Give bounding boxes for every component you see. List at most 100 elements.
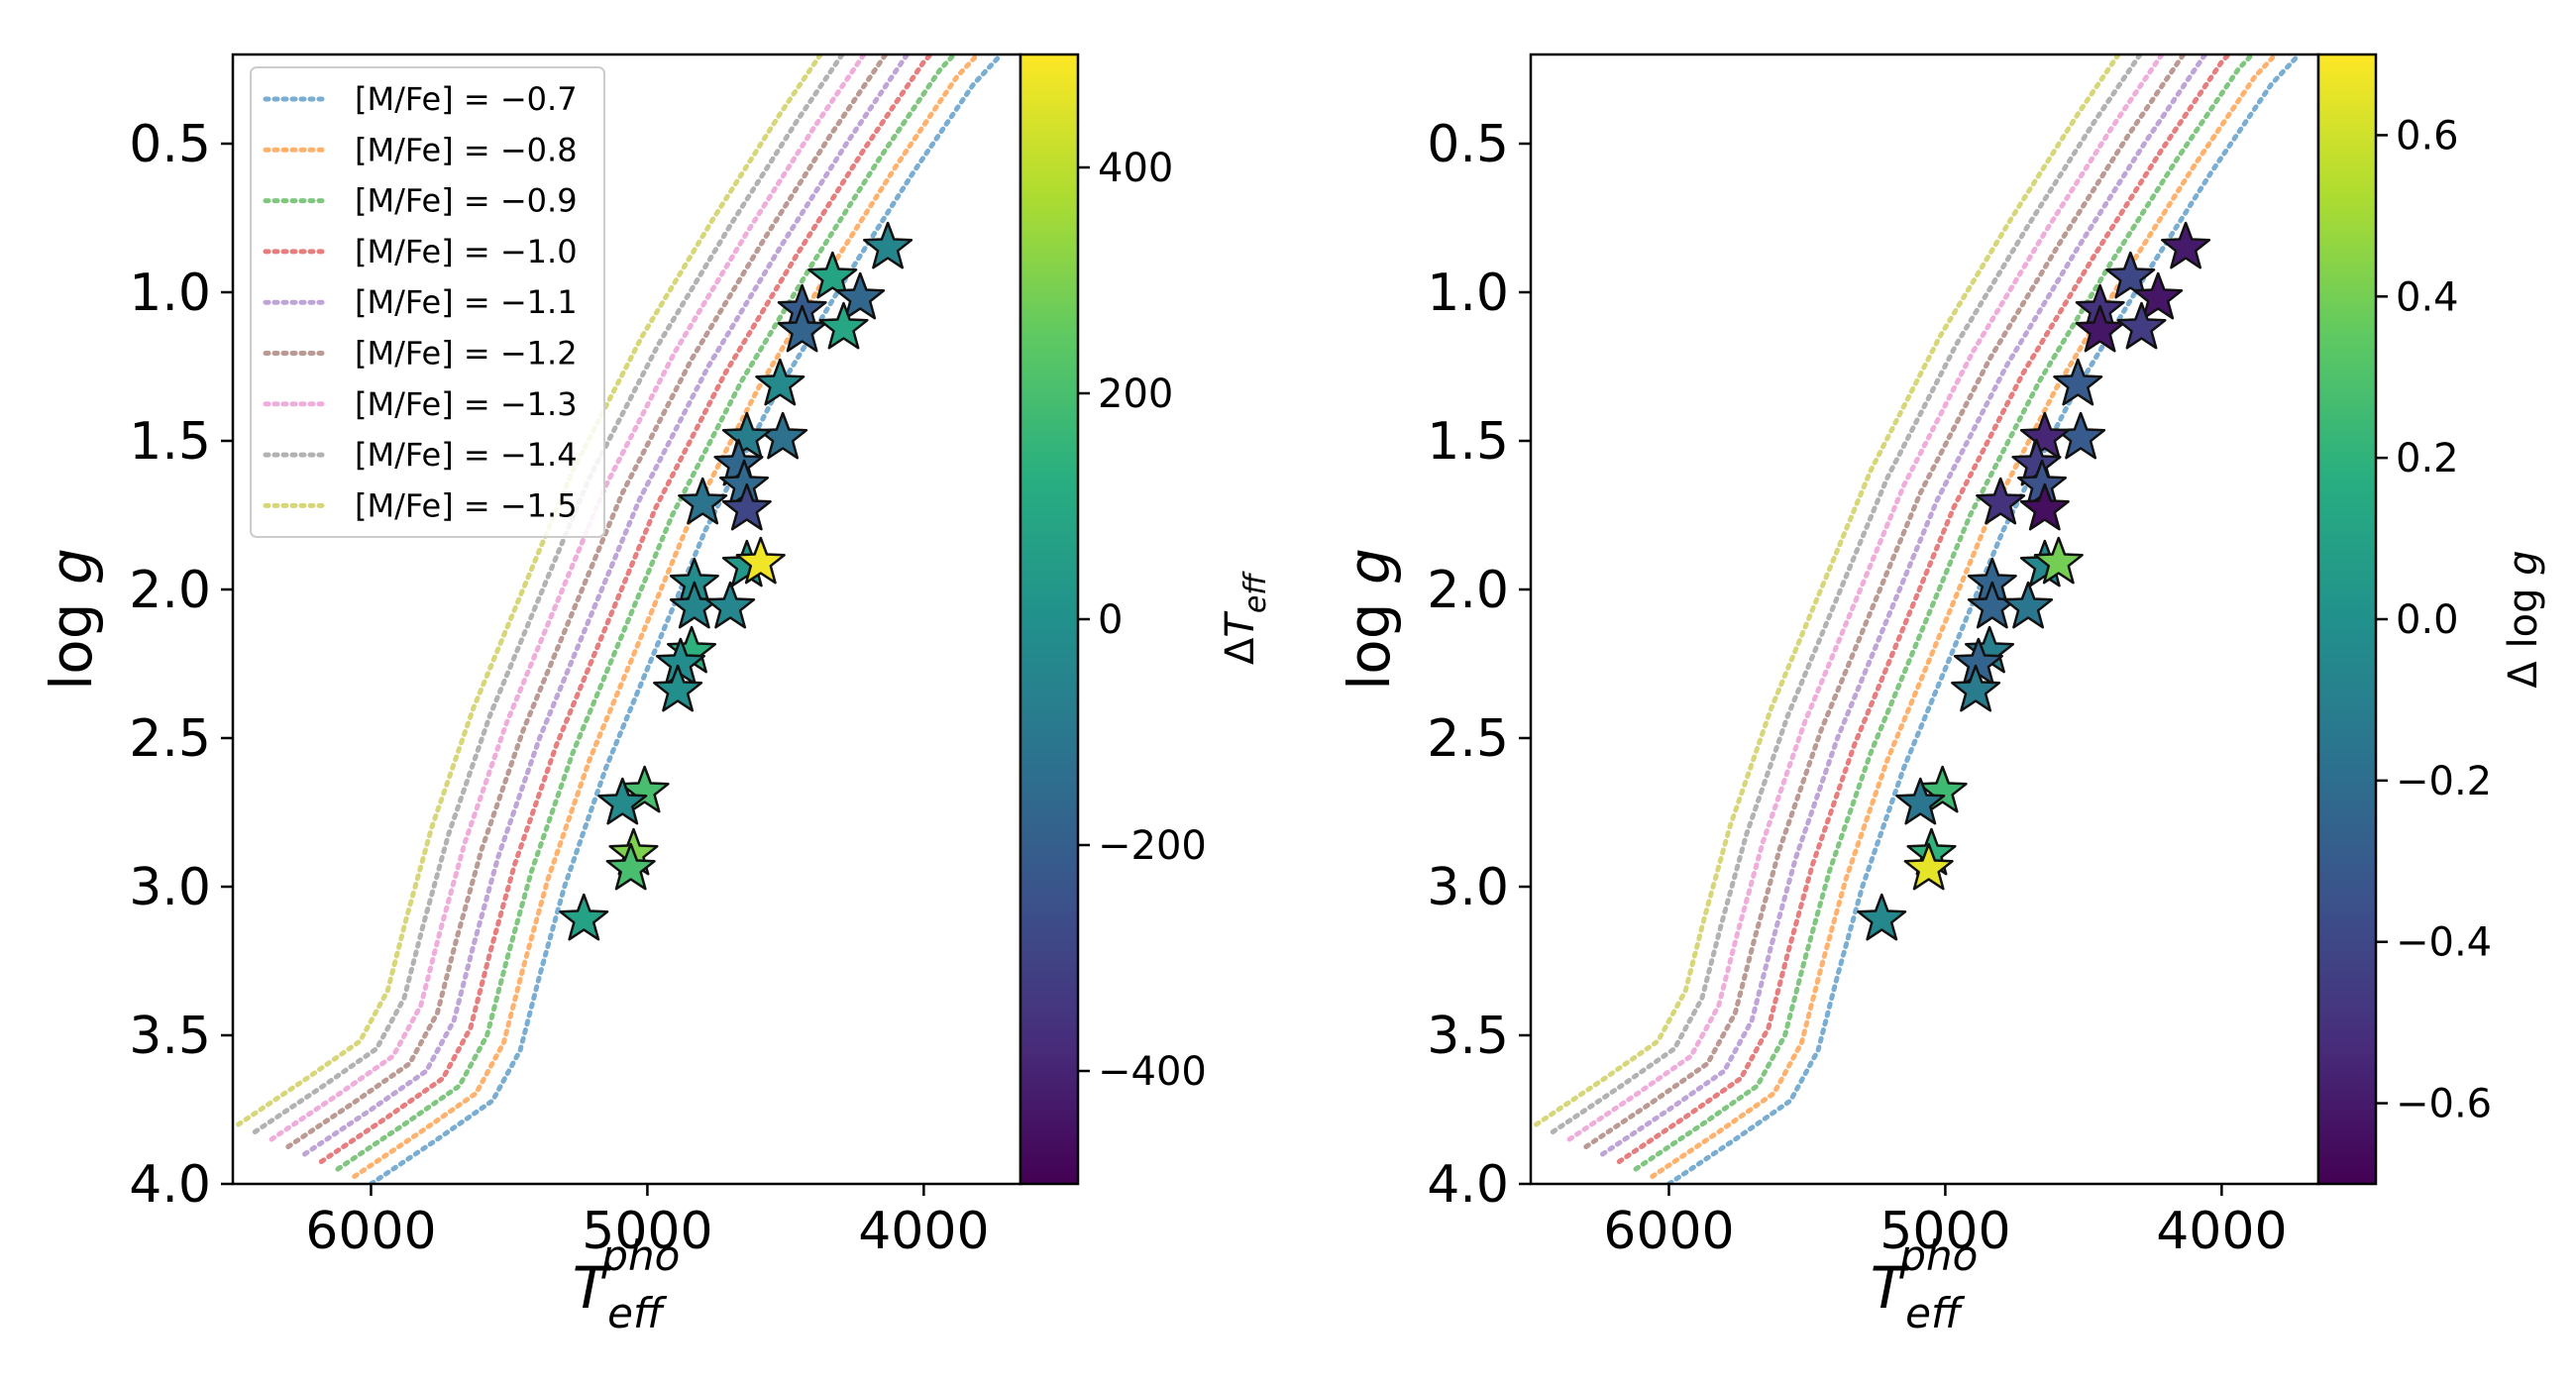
colorbar-tick-label: −0.6 [2396, 1082, 2492, 1127]
isochrone-line [236, 54, 824, 1127]
legend-label: [M/Fe] = −1.1 [355, 283, 578, 321]
left-legend-box [250, 66, 605, 538]
left-y-axis-label: log g [38, 548, 105, 691]
star-marker [605, 842, 656, 891]
star-marker [653, 664, 703, 712]
colorbar-tick-label: 400 [1098, 146, 1173, 191]
right-y-ticks: 0.5 1.0 1.5 2.0 2.5 3.0 3.5 4.0 [1427, 115, 1531, 1215]
right-x-axis-label: Teffpho [1871, 1231, 1979, 1337]
x-tick-label: 6000 [305, 1202, 436, 1261]
legend-label: [M/Fe] = −1.2 [355, 335, 578, 373]
left-points [559, 221, 913, 941]
colorbar-tick-label: 0.6 [2396, 113, 2459, 159]
star-marker [2019, 411, 2070, 460]
star-marker [678, 477, 728, 525]
star-marker [777, 304, 827, 353]
star-marker [1951, 664, 2001, 712]
star-marker [2056, 411, 2106, 460]
star-marker [758, 411, 808, 460]
star-marker [669, 581, 719, 629]
star-marker [807, 251, 858, 299]
colorbar-tick-label: 0.2 [2396, 436, 2459, 481]
y-tick-label: 0.5 [129, 115, 211, 174]
legend-label: [M/Fe] = −1.3 [355, 385, 578, 423]
x-tick-label: 5000 [582, 1202, 712, 1261]
right-y-axis-label: log g [1336, 548, 1403, 691]
colorbar-tick-label: 0.4 [2396, 274, 2459, 320]
right-isochrones [1534, 54, 2302, 1184]
colorbar-tick-label: 0.0 [2396, 597, 2459, 643]
y-tick-label: 4.0 [129, 1155, 211, 1215]
isochrone-line [1566, 54, 2165, 1142]
y-tick-label: 2.0 [1427, 561, 1509, 620]
star-marker [2075, 304, 2125, 353]
legend-label: [M/Fe] = −1.5 [355, 486, 578, 524]
star-marker [2033, 536, 2084, 585]
right-colorbar-label: Δ log g [2501, 550, 2546, 688]
star-marker [818, 301, 869, 350]
isochrone-line [352, 54, 982, 1179]
y-tick-label: 1.5 [1427, 412, 1509, 472]
y-tick-label: 1.5 [129, 412, 211, 472]
left-colorbar: 400 200 0 −200 −400 ΔTeff [1019, 53, 1273, 1186]
star-marker [2053, 358, 2103, 406]
isochrone-line [318, 54, 934, 1164]
x-tick-label: 6000 [1603, 1202, 1734, 1261]
star-marker [1976, 477, 2026, 525]
isochrone-line [1616, 54, 2232, 1164]
right-colorbar: 0.6 0.4 0.2 0.0 −0.2 −0.4 −0.6 Δ log g [2316, 53, 2546, 1186]
left-colorbar-label: ΔTeff [1218, 571, 1273, 665]
legend-label: [M/Fe] = −0.7 [355, 80, 578, 118]
star-marker [597, 777, 648, 825]
colorbar-tick-label: −0.2 [2396, 759, 2492, 804]
isochrone-line [1534, 54, 2122, 1127]
star-marker [863, 221, 913, 269]
legend-label: [M/Fe] = −0.9 [355, 182, 578, 220]
left-isochrones [236, 54, 1004, 1184]
left-panel: 6000 5000 4000 0.51.01.52.02.53.03.54.0 Te… [38, 53, 1273, 1337]
star-marker [2003, 581, 2054, 629]
star-marker [1917, 765, 1968, 813]
isochrone-line [1666, 54, 2302, 1184]
left-y-ticks: 0.5 1.0 1.5 2.0 2.5 3.0 3.5 4.0 [129, 115, 233, 1215]
isochrone-line [1600, 54, 2209, 1157]
left-legend: [M/Fe] = −0.7 [M/Fe] = −0.8 [M/Fe] = −0.9 [… [250, 66, 605, 538]
y-tick-label: 2.5 [1427, 709, 1509, 769]
star-marker [1895, 777, 1946, 825]
star-marker [721, 411, 772, 460]
star-marker [755, 358, 805, 406]
star-marker [2105, 251, 2156, 299]
left-legend-entries: [M/Fe] = −0.7 [M/Fe] = −0.8 [M/Fe] = −0.9 [… [263, 80, 578, 524]
isochrone-line [369, 54, 1004, 1184]
colorbar-tick-label: 0 [1098, 597, 1123, 643]
x-tick-label: 4000 [858, 1202, 989, 1261]
y-tick-label: 3.5 [129, 1007, 211, 1066]
colorbar-tick-label: 200 [1098, 372, 1173, 417]
right-points [1857, 221, 2211, 941]
y-tick-label: 3.0 [129, 858, 211, 917]
isochrone-line [285, 54, 889, 1149]
star-marker [2116, 301, 2167, 350]
star-marker [2161, 221, 2211, 269]
left-x-axis-label: Teffpho [573, 1231, 681, 1337]
isochrone-line [252, 54, 846, 1134]
isochrone-line [1650, 54, 2280, 1179]
isochrone-line [268, 54, 867, 1142]
colorbar-tick-label: −400 [1098, 1049, 1207, 1095]
star-marker [1967, 581, 2017, 629]
star-marker [1857, 893, 1907, 941]
star-marker [721, 482, 772, 531]
star-marker [2019, 482, 2070, 531]
star-marker [619, 765, 670, 813]
isochrone-line [1633, 54, 2256, 1172]
star-marker [1903, 842, 1954, 891]
left-colorbar-ticks: 400 200 0 −200 −400 [1078, 146, 1207, 1095]
star-marker [835, 271, 886, 320]
colorbar-tick-label: −0.4 [2396, 920, 2492, 966]
isochrone-line [1583, 54, 2187, 1149]
star-marker [735, 536, 786, 585]
y-tick-label: 4.0 [1427, 1155, 1509, 1215]
star-marker [2133, 271, 2184, 320]
y-tick-label: 1.0 [1427, 264, 1509, 323]
